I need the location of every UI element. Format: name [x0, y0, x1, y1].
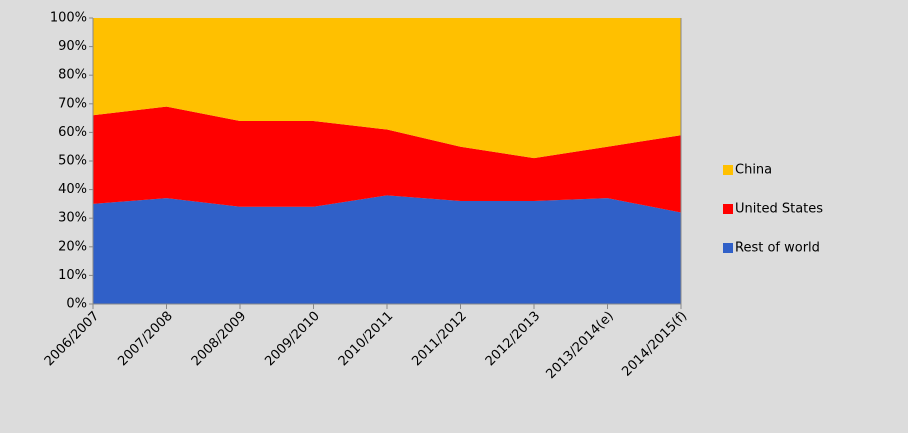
- y-tick-label: 70%: [58, 96, 87, 111]
- y-tick-label: 40%: [58, 182, 87, 197]
- y-tick-label: 20%: [58, 239, 87, 254]
- legend-label: United States: [735, 202, 823, 217]
- legend-swatch: [723, 165, 733, 175]
- x-tick-label: 2008/2009: [189, 309, 250, 370]
- area: [93, 18, 681, 159]
- x-tick-label: 2013/2014(e): [543, 309, 616, 382]
- x-tick-label: 2006/2007: [42, 309, 103, 370]
- y-tick-label: 60%: [58, 125, 87, 140]
- legend-label: China: [735, 163, 772, 178]
- x-tick-label: 2014/2015(f): [619, 309, 690, 380]
- area: [93, 106, 681, 213]
- y-tick-label: 80%: [58, 68, 87, 83]
- y-tick-label: 90%: [58, 39, 87, 54]
- y-tick-label: 100%: [50, 11, 87, 26]
- y-tick-label: 10%: [58, 268, 87, 283]
- y-tick-label: 0%: [66, 297, 87, 312]
- y-tick-label: 50%: [58, 154, 87, 169]
- x-tick-label: 2011/2012: [409, 309, 470, 370]
- legend-swatch: [723, 204, 733, 214]
- legend-label: Rest of world: [735, 241, 820, 256]
- area: [93, 195, 681, 304]
- x-tick-label: 2009/2010: [262, 309, 323, 370]
- y-tick-label: 30%: [58, 211, 87, 226]
- x-tick-label: 2007/2008: [115, 309, 176, 370]
- x-tick-label: 2012/2013: [483, 309, 544, 370]
- legend-swatch: [723, 243, 733, 253]
- x-tick-label: 2010/2011: [336, 309, 397, 370]
